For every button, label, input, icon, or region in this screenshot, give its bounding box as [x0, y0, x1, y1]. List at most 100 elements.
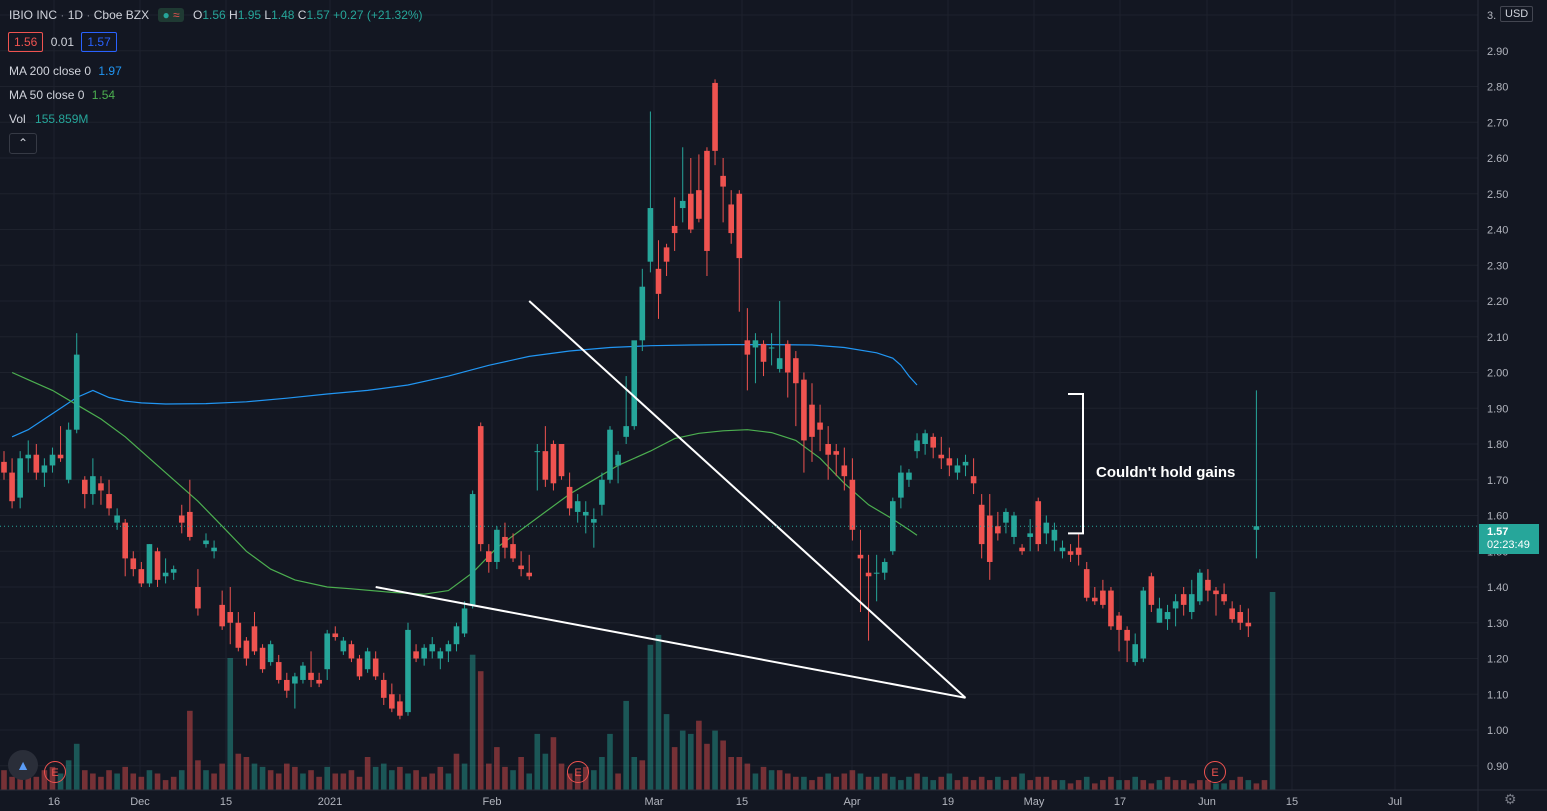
- volume-bar: [203, 770, 209, 790]
- volume-bar: [978, 776, 985, 790]
- x-tick-label: 2021: [318, 796, 342, 808]
- candle-body: [122, 522, 128, 559]
- volume-bar: [671, 747, 678, 790]
- candle: [995, 511, 1001, 541]
- volume-bar: [437, 766, 444, 790]
- candle-body: [356, 658, 363, 677]
- candle: [558, 444, 565, 480]
- volume-bar: [986, 780, 993, 790]
- candle: [413, 644, 419, 663]
- volume-bar: [906, 776, 912, 790]
- candle-body: [1197, 572, 1203, 602]
- volume-bar: [728, 757, 734, 790]
- candle-body: [453, 626, 460, 645]
- y-tick-label: 1.80: [1487, 439, 1508, 451]
- candle-body: [801, 379, 807, 441]
- candle-body: [372, 658, 379, 677]
- volume-legend[interactable]: Vol 155.859M: [9, 112, 89, 126]
- candle-body: [550, 444, 557, 484]
- volume-bar: [25, 773, 32, 790]
- earnings-marker[interactable]: E: [1204, 761, 1226, 783]
- volume-bar: [704, 743, 710, 790]
- volume-bar: [1197, 780, 1203, 790]
- candle-body: [1221, 594, 1227, 602]
- x-tick-label: Dec: [130, 796, 150, 808]
- candle: [372, 651, 379, 680]
- symbol-name[interactable]: IBIO INC: [9, 8, 58, 22]
- market-status-badge[interactable]: ● ≈: [158, 8, 184, 22]
- y-tick-label: 2.10: [1487, 332, 1508, 344]
- candle-body: [671, 225, 678, 234]
- volume-bar: [494, 747, 500, 790]
- candle-body: [90, 476, 96, 495]
- candle: [801, 372, 807, 473]
- volume-bar: [1180, 780, 1187, 790]
- candle: [599, 472, 605, 516]
- candle: [437, 647, 444, 670]
- candle-body: [275, 662, 282, 680]
- candle-body: [526, 572, 532, 577]
- volume-bar: [73, 743, 80, 790]
- tradingview-logo-icon[interactable]: ▲: [8, 750, 38, 780]
- volume-bar: [114, 773, 120, 790]
- candle: [809, 383, 815, 462]
- candle-body: [195, 587, 201, 609]
- candle: [914, 433, 920, 459]
- candle-body: [1253, 526, 1260, 530]
- ask-button[interactable]: 1.57: [81, 32, 117, 52]
- ma50-legend[interactable]: MA 50 close 0 1.54: [9, 88, 116, 102]
- volume-bar: [1092, 783, 1098, 790]
- volume-bar: [187, 710, 193, 790]
- candle: [1043, 515, 1050, 545]
- candle: [122, 519, 128, 577]
- candle: [566, 472, 573, 516]
- candle-body: [1027, 533, 1033, 537]
- candle: [1237, 604, 1244, 630]
- annotation-text[interactable]: Couldn't hold gains: [1096, 464, 1236, 481]
- candle: [679, 147, 686, 223]
- bid-button[interactable]: 1.56: [8, 32, 44, 52]
- volume-bar: [898, 780, 904, 790]
- candle-body: [615, 454, 621, 466]
- volume-bar: [453, 753, 460, 790]
- volume-bar: [995, 776, 1001, 790]
- candle: [1132, 633, 1138, 666]
- candle: [502, 522, 508, 559]
- candle-body: [1229, 608, 1235, 620]
- volume-bar: [647, 644, 654, 790]
- currency-button[interactable]: USD: [1500, 6, 1534, 22]
- candle: [574, 494, 581, 523]
- earnings-marker[interactable]: E: [44, 761, 66, 783]
- volume-bar: [768, 770, 775, 790]
- candle: [1253, 390, 1260, 559]
- candle-body: [65, 429, 72, 480]
- candle-body: [1116, 615, 1122, 630]
- earnings-marker[interactable]: E: [567, 761, 589, 783]
- y-tick-label: 1.30: [1487, 618, 1508, 630]
- interval[interactable]: 1D: [67, 8, 84, 22]
- volume-bar: [251, 763, 258, 790]
- ma200-legend[interactable]: MA 200 close 0 1.97: [9, 64, 122, 78]
- volume-bars: [1, 592, 1276, 790]
- candle: [332, 626, 339, 641]
- candle: [1027, 519, 1033, 552]
- candle: [219, 590, 225, 630]
- candle: [130, 551, 137, 577]
- volume-bar: [324, 766, 330, 790]
- candle: [356, 654, 363, 680]
- candle: [591, 508, 597, 548]
- candle: [1067, 544, 1074, 562]
- candle: [243, 637, 250, 666]
- chevron-up-icon: ⌃: [17, 136, 29, 150]
- volume-bar: [1051, 780, 1058, 790]
- volume-bar: [33, 776, 40, 790]
- gear-icon[interactable]: ⚙: [1504, 791, 1517, 807]
- candle: [1148, 572, 1155, 613]
- candle-body: [98, 483, 104, 491]
- x-tick-label: Apr: [843, 796, 860, 808]
- candle-body: [1075, 547, 1082, 555]
- collapse-legend-button[interactable]: ⌃: [9, 133, 37, 154]
- volume-bar: [413, 770, 419, 790]
- candle-body: [768, 347, 775, 349]
